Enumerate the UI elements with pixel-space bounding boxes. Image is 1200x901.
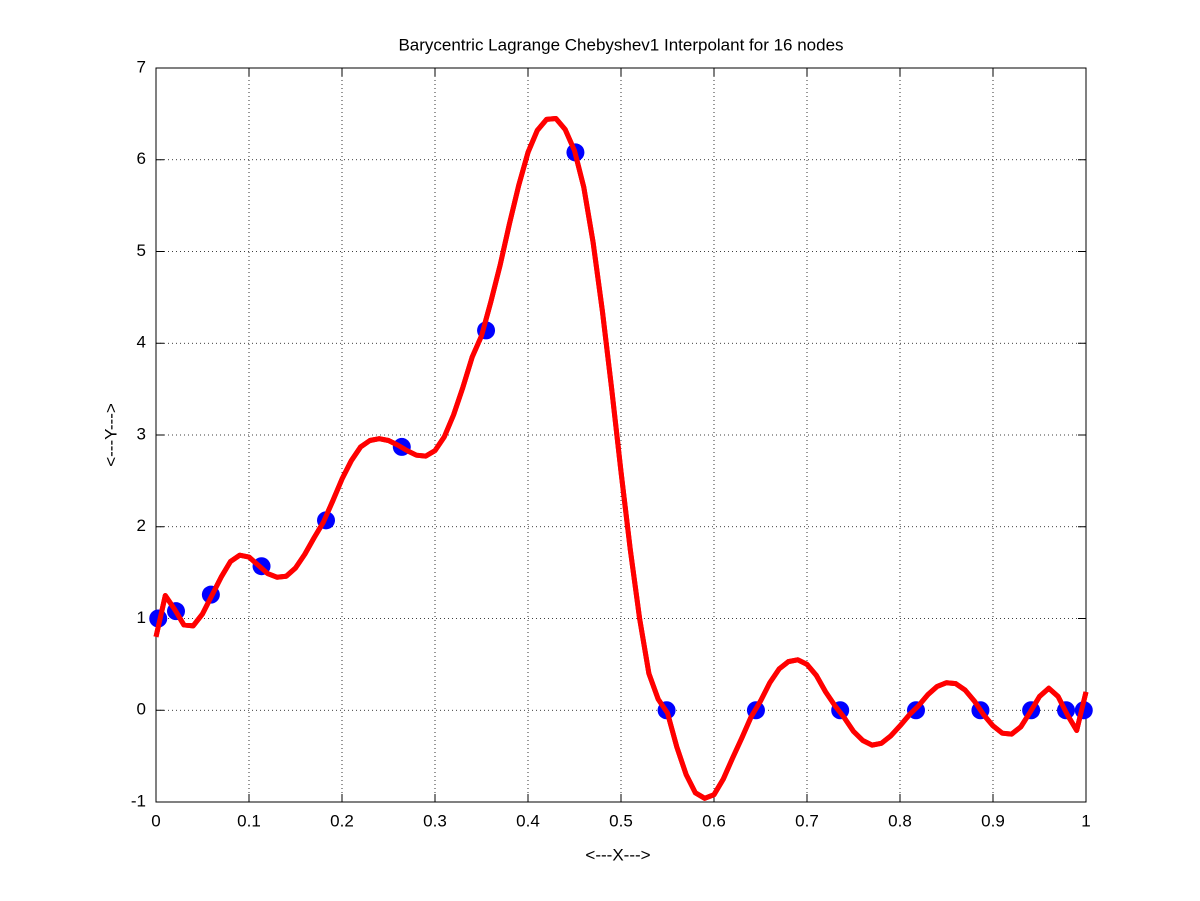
x-tick-label: 0.9 [981, 811, 1005, 830]
y-tick-label: 0 [137, 700, 146, 719]
y-tick-label: 1 [137, 608, 146, 627]
x-tick-label: 0.3 [423, 811, 447, 830]
y-axis-label: <---Y---> [101, 403, 120, 467]
y-tick-label: 4 [137, 333, 146, 352]
x-tick-label: 0.8 [888, 811, 912, 830]
x-tick-label: 0.4 [516, 811, 540, 830]
x-tick-label: 0.7 [795, 811, 819, 830]
x-tick-label: 0.6 [702, 811, 726, 830]
x-tick-label: 1 [1081, 811, 1090, 830]
plot-frame [155, 67, 1087, 803]
curve [153, 115, 1089, 801]
chart-title: Barycentric Lagrange Chebyshev1 Interpol… [398, 35, 843, 54]
x-tick-label: 0 [151, 811, 160, 830]
y-tick-label: 3 [137, 424, 146, 443]
x-tick-label: 0.2 [330, 811, 354, 830]
x-tick-label: 0.1 [237, 811, 261, 830]
y-tick-label: 5 [137, 241, 146, 260]
x-axis-label: <---X---> [585, 845, 650, 864]
y-tick-label: 2 [137, 516, 146, 535]
y-tick-label: 6 [137, 149, 146, 168]
y-tick-label: 7 [137, 57, 146, 76]
x-tick-label: 0.5 [609, 811, 633, 830]
y-tick-label: -1 [131, 791, 146, 810]
